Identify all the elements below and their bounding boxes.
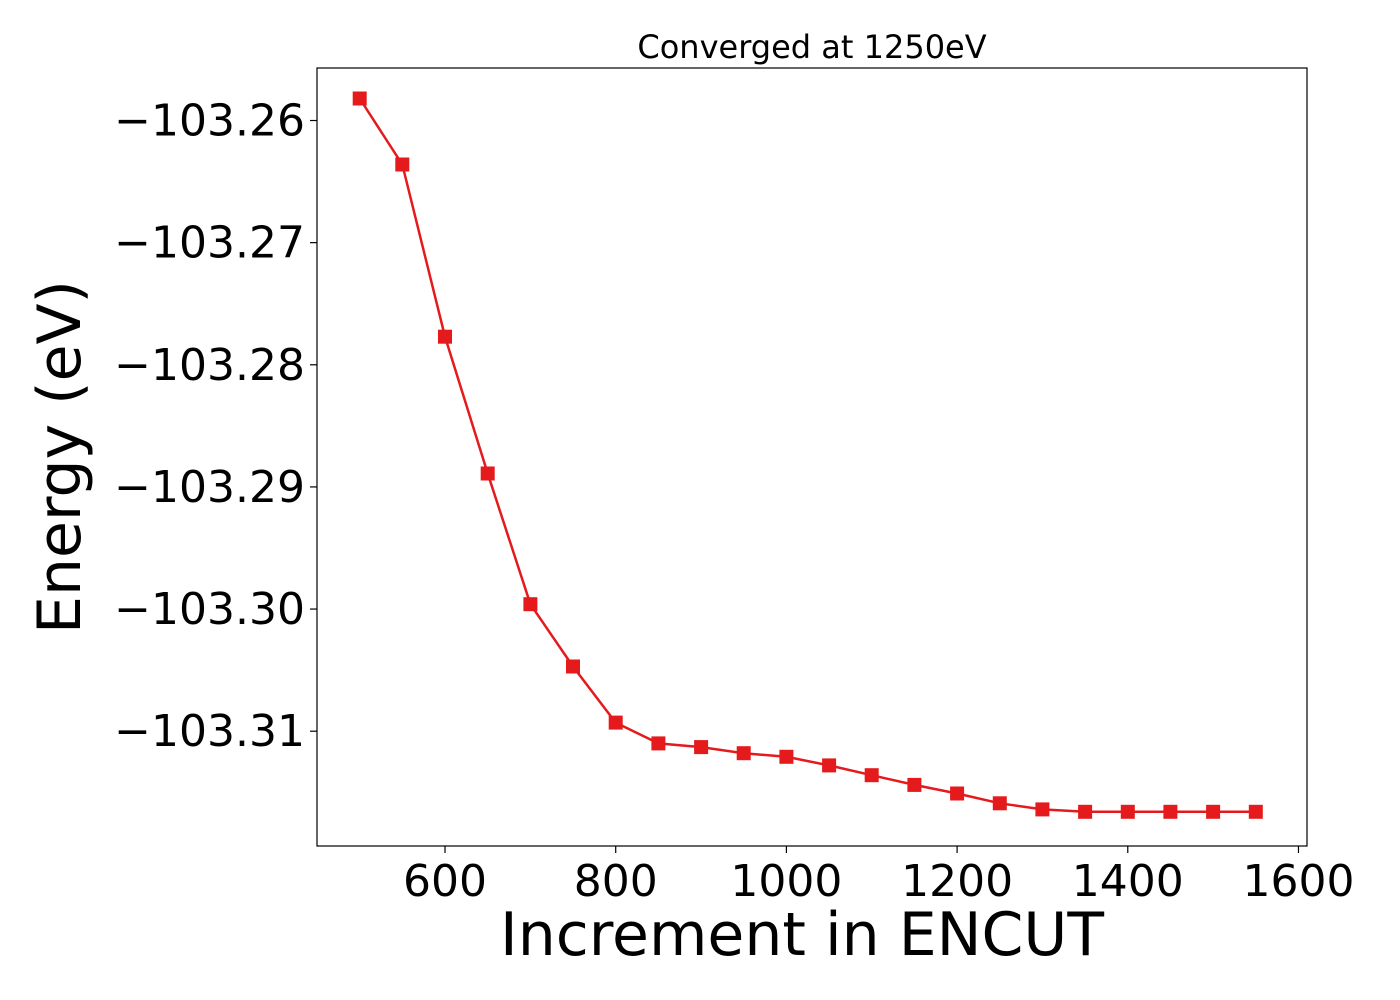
data-point-marker <box>352 91 367 106</box>
x-tick-label: 600 <box>403 856 487 907</box>
y-axis: −103.26 −103.27 −103.28 −103.29 −103.30 −103.… <box>114 96 317 757</box>
chart-title: Converged at 1250eV <box>637 28 986 66</box>
data-point-marker <box>566 659 580 674</box>
data-point-marker <box>1120 804 1135 819</box>
data-point-marker <box>1248 804 1263 819</box>
y-tick-label: −103.28 <box>114 340 305 391</box>
x-axis-label: Increment in ENCUT <box>500 900 1104 970</box>
data-point-marker <box>438 329 452 344</box>
data-point-marker <box>907 777 922 792</box>
data-point-marker <box>1163 804 1178 819</box>
data-point-marker <box>1206 804 1221 819</box>
data-point-marker <box>608 715 623 730</box>
x-tick-label: 1400 <box>1072 856 1184 907</box>
data-point-marker <box>395 157 410 172</box>
x-tick-label: 1200 <box>901 856 1013 907</box>
data-point-marker <box>779 749 794 764</box>
data-point-marker <box>1078 804 1093 819</box>
series-line <box>358 97 1256 814</box>
x-tick-label: 1000 <box>730 856 842 907</box>
y-tick-label: −103.30 <box>114 584 305 635</box>
y-axis-label: Energy (eV) <box>25 280 95 634</box>
x-tick-label: 800 <box>574 856 658 907</box>
data-point-marker <box>950 786 965 801</box>
plot-frame <box>316 67 1308 847</box>
data-point-marker <box>822 758 837 773</box>
y-tick-label: −103.29 <box>114 462 305 513</box>
data-point-marker <box>694 740 709 755</box>
x-axis: 600 800 1000 1200 1400 1600 <box>403 846 1354 907</box>
data-point-marker <box>864 768 879 783</box>
data-point-marker <box>480 466 495 481</box>
series-markers <box>352 91 1263 819</box>
data-point-marker <box>651 736 666 751</box>
data-point-marker <box>736 746 751 761</box>
data-point-marker <box>523 597 538 612</box>
y-tick-label: −103.31 <box>114 706 305 757</box>
y-tick-label: −103.27 <box>114 218 305 269</box>
y-tick-label: −103.26 <box>114 96 305 147</box>
x-tick-label: 1600 <box>1242 856 1354 907</box>
data-point-marker <box>992 796 1007 811</box>
data-point-marker <box>1035 802 1050 817</box>
